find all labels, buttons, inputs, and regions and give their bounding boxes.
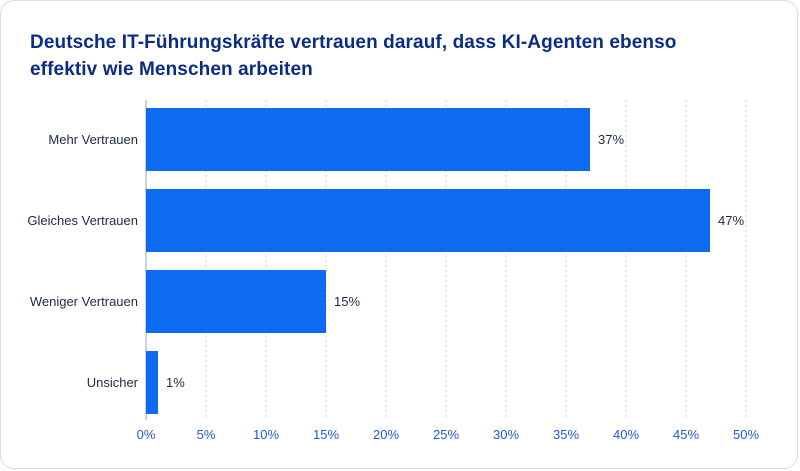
gridlines: [145, 100, 747, 420]
chart-title: Deutsche IT-Führungskräfte vertrauen dar…: [30, 32, 677, 80]
category-label: Weniger Vertrauen: [30, 294, 138, 309]
bar: [146, 270, 326, 333]
bar: [146, 189, 710, 252]
x-tick-label: 15%: [313, 427, 339, 442]
x-tick-label: 5%: [197, 427, 216, 442]
bar: [146, 351, 158, 414]
value-label: 15%: [334, 294, 360, 309]
category-label: Mehr Vertrauen: [48, 132, 138, 147]
bar: [146, 108, 590, 171]
labels: 0% 5% 10% 15% 20% 25% 30% 35% 40% 45% 50% Mehr Vert…: [27, 132, 759, 442]
x-tick-label: 40%: [613, 427, 639, 442]
x-tick-label: 20%: [373, 427, 399, 442]
category-label: Unsicher: [87, 375, 139, 390]
category-label: Gleiches Vertrauen: [27, 213, 138, 228]
bars: [146, 108, 710, 414]
x-tick-label: 30%: [493, 427, 519, 442]
x-tick-label: 0%: [137, 427, 156, 442]
value-label: 37%: [598, 132, 624, 147]
value-label: 1%: [166, 375, 185, 390]
x-tick-label: 10%: [253, 427, 279, 442]
x-tick-label: 50%: [733, 427, 759, 442]
x-tick-label: 45%: [673, 427, 699, 442]
x-tick-label: 35%: [553, 427, 579, 442]
x-tick-label: 25%: [433, 427, 459, 442]
value-label: 47%: [718, 213, 744, 228]
